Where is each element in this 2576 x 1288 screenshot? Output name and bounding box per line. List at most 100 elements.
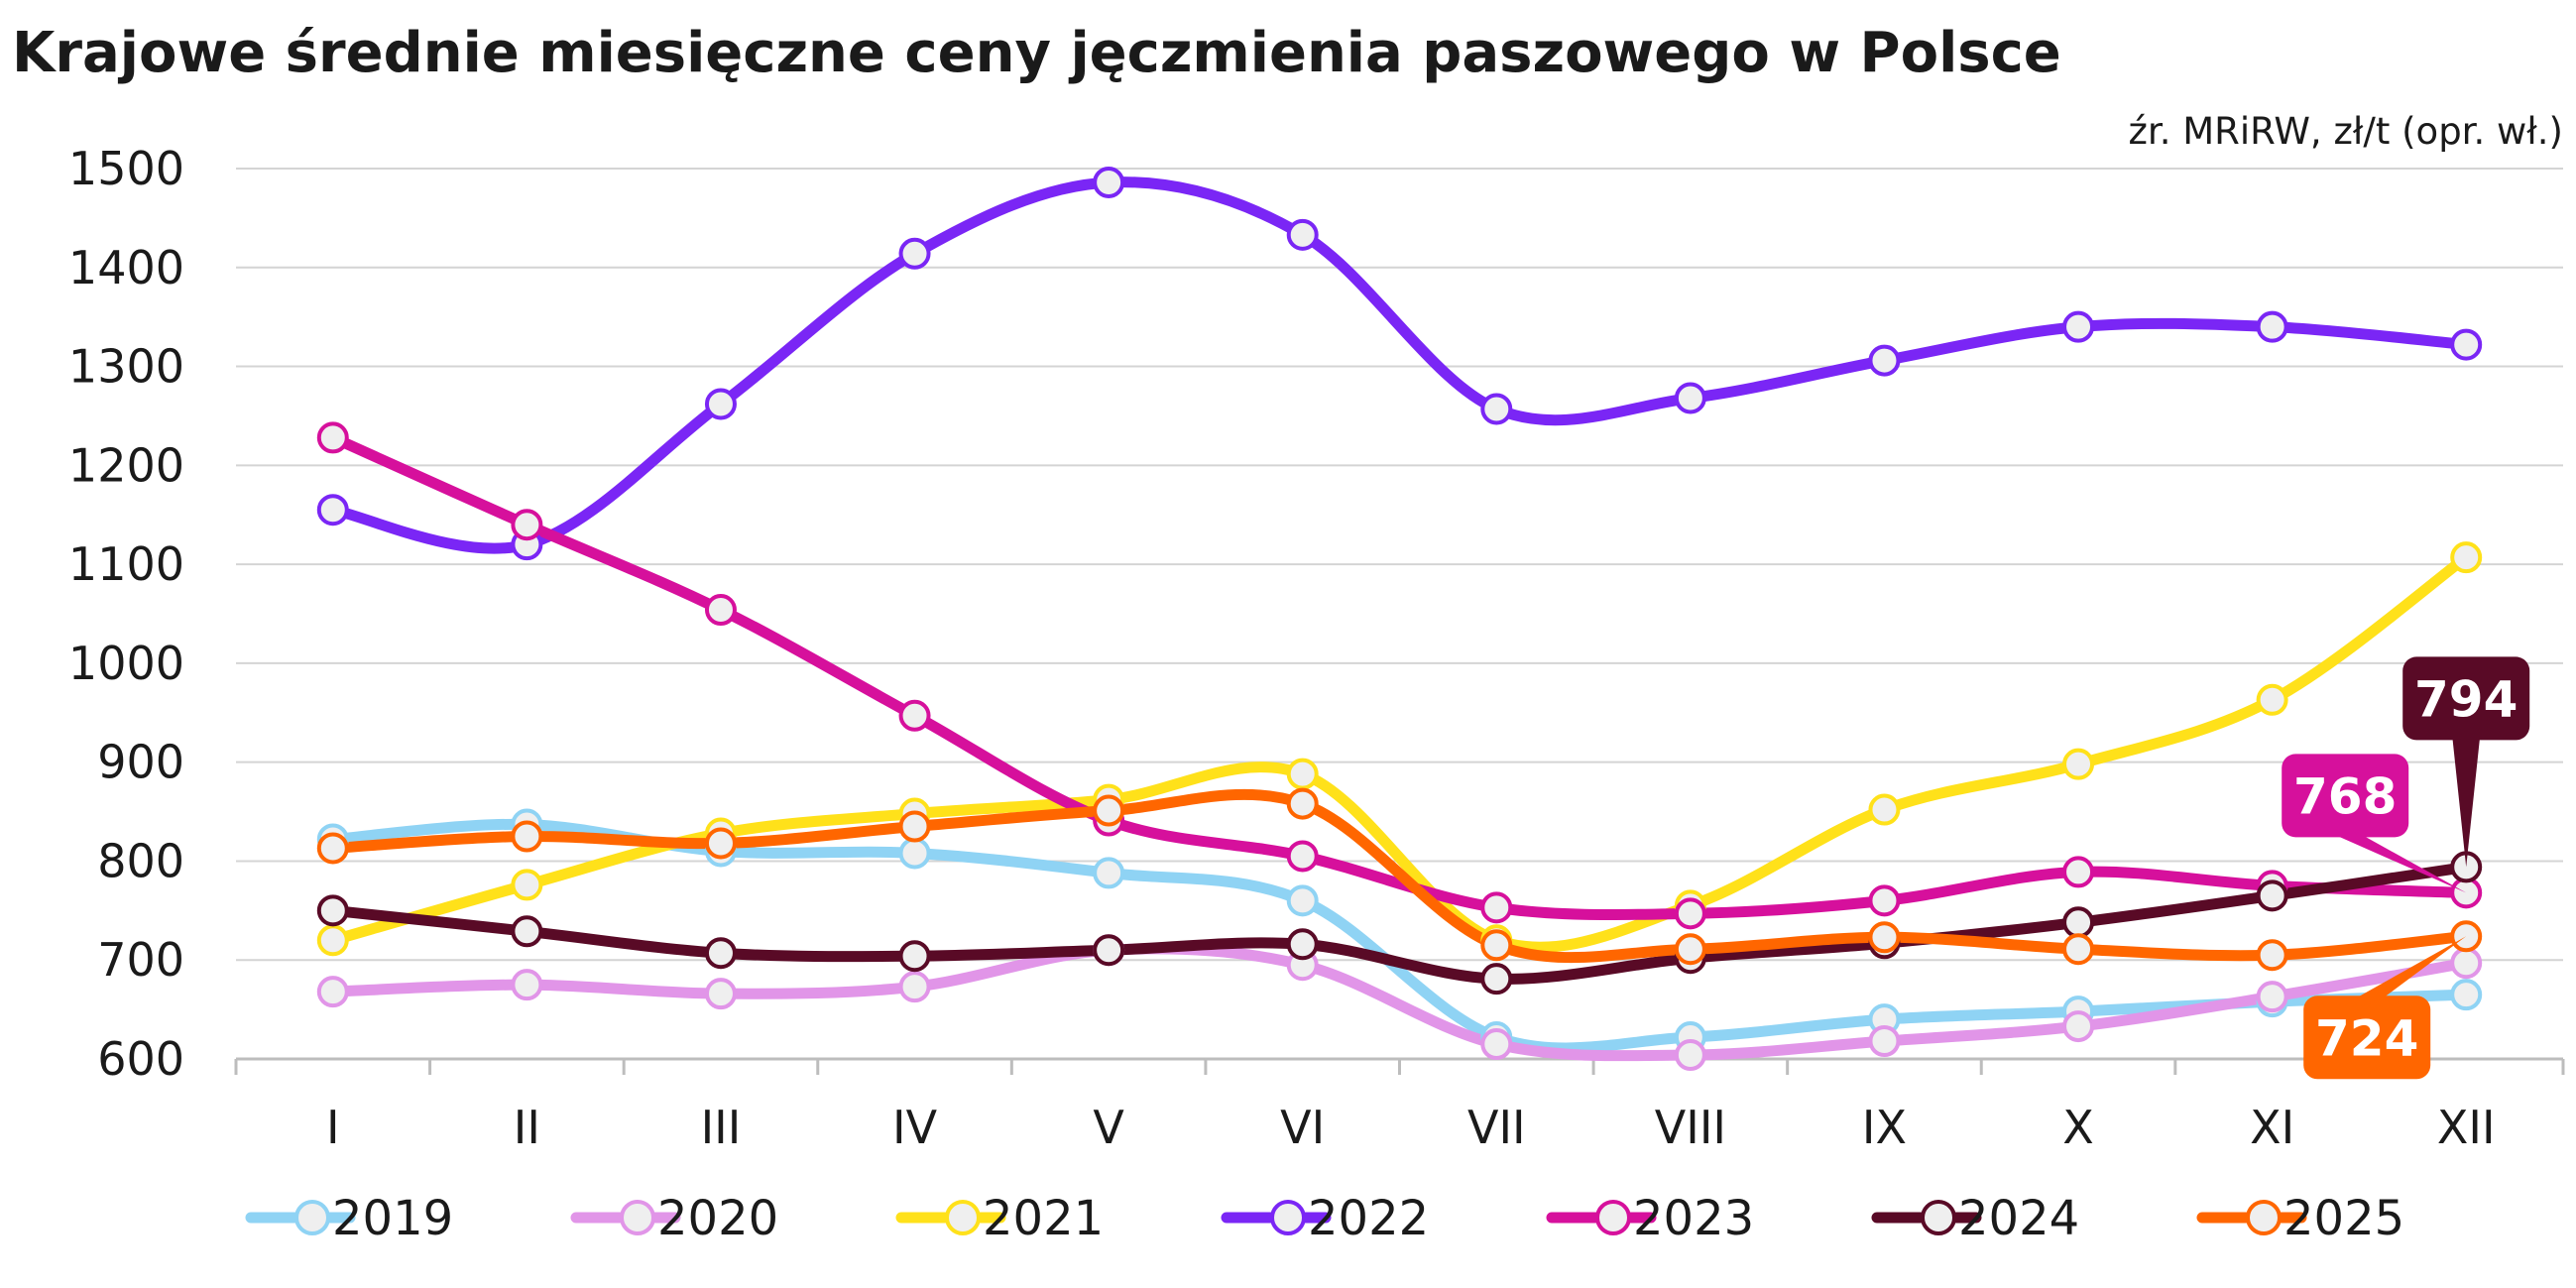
y-tick-label: 700 <box>97 933 184 987</box>
data-point-2021 <box>511 869 543 901</box>
y-tick-label: 1200 <box>68 438 184 492</box>
callout-2023: 768 <box>2282 754 2467 893</box>
x-tick-label: IV <box>892 1101 938 1154</box>
y-tick-label: 1400 <box>68 241 184 294</box>
data-point-2023 <box>704 594 737 627</box>
data-point-2025 <box>316 832 349 865</box>
data-point-2025 <box>2062 933 2095 966</box>
data-point-2022 <box>1286 218 1319 251</box>
data-point-2024 <box>2256 879 2288 912</box>
data-point-2023 <box>316 421 349 454</box>
data-point-2022 <box>898 237 931 270</box>
data-point-2019 <box>898 837 931 870</box>
grid-lines <box>236 168 2563 1060</box>
series-line-2022 <box>327 176 2472 554</box>
data-point-2025 <box>1286 787 1319 820</box>
legend-item-2020: 2020 <box>570 1191 778 1246</box>
data-point-2024 <box>511 915 543 948</box>
legend-marker <box>294 1200 330 1235</box>
legend-marker <box>945 1200 981 1235</box>
data-point-2023 <box>1674 897 1706 930</box>
y-tick-label: 1100 <box>68 537 184 591</box>
data-point-2022 <box>2062 310 2095 343</box>
legend-item-2022: 2022 <box>1221 1191 1429 1246</box>
series-line-2021 <box>327 551 2472 953</box>
legend-label: 2025 <box>2283 1191 2404 1246</box>
data-point-2023 <box>898 699 931 732</box>
legend-marker <box>1921 1200 1956 1235</box>
y-tick-label: 1000 <box>68 637 184 690</box>
data-point-2025 <box>1868 921 1901 954</box>
legend-item-2023: 2023 <box>1546 1191 1754 1246</box>
source-note: źr. MRiRW, zł/t (opr. wł.) <box>2128 110 2563 153</box>
data-point-2022 <box>1674 382 1706 414</box>
x-tick-label: VI <box>1280 1101 1325 1154</box>
data-point-2020 <box>1480 1028 1513 1061</box>
data-point-2020 <box>1674 1039 1706 1072</box>
data-point-2020 <box>704 978 737 1010</box>
x-tick-label: VIII <box>1655 1101 1726 1154</box>
data-point-2019 <box>1286 884 1319 917</box>
data-point-2024 <box>1286 928 1319 961</box>
data-point-2019 <box>2450 979 2483 1011</box>
legend-label: 2023 <box>1633 1191 1754 1246</box>
data-point-2022 <box>704 388 737 420</box>
legend-marker <box>2246 1200 2282 1235</box>
data-point-2023 <box>1480 891 1513 924</box>
data-point-2023 <box>1286 840 1319 873</box>
data-point-2023 <box>1868 884 1901 917</box>
x-tick-label: I <box>326 1101 340 1154</box>
callout-box <box>2282 754 2409 838</box>
data-point-2021 <box>316 924 349 957</box>
series-lines <box>327 176 2472 1062</box>
data-point-2025 <box>2256 939 2288 972</box>
data-point-2022 <box>2256 310 2288 343</box>
callout-pointer <box>2353 936 2467 1000</box>
x-tick-label: XI <box>2250 1101 2294 1154</box>
data-point-2020 <box>511 969 543 1001</box>
x-tick-label: III <box>701 1101 742 1154</box>
x-tick-label: VII <box>1467 1101 1526 1154</box>
data-point-2022 <box>1093 166 1125 198</box>
data-point-2020 <box>1868 1025 1901 1058</box>
legend-label: 2020 <box>657 1191 778 1246</box>
x-axis: I II III IV V VI VII VIII IX X XI XII <box>234 1057 2565 1154</box>
x-tick-label: V <box>1093 1101 1124 1154</box>
data-point-2024 <box>2062 906 2095 939</box>
legend-marker <box>620 1200 655 1235</box>
legend: 2019 2020 2021 2022 2023 2024 2025 <box>245 1191 2404 1246</box>
data-point-2022 <box>2450 328 2483 361</box>
data-point-2020 <box>2450 947 2483 980</box>
data-point-2021 <box>1286 758 1319 790</box>
data-point-2022 <box>316 494 349 527</box>
legend-label: 2022 <box>1308 1191 1429 1246</box>
y-tick-label: 800 <box>97 834 184 887</box>
data-point-2021 <box>2256 683 2288 716</box>
x-tick-label: IX <box>1862 1101 1907 1154</box>
x-tick-label: XII <box>2437 1101 2496 1154</box>
y-tick-label: 900 <box>97 736 184 789</box>
data-point-2020 <box>2256 981 2288 1013</box>
legend-marker <box>1595 1200 1631 1235</box>
data-point-2024 <box>898 940 931 973</box>
legend-item-2025: 2025 <box>2196 1191 2404 1246</box>
data-point-2022 <box>1480 393 1513 425</box>
callout-pointer <box>2331 833 2467 893</box>
data-point-2024 <box>1480 963 1513 995</box>
series-points <box>316 166 2483 1072</box>
data-point-2024 <box>704 937 737 970</box>
series-line-2024 <box>327 861 2472 985</box>
callout-label: 794 <box>2414 670 2517 728</box>
callout-pointer <box>2452 736 2481 868</box>
callout-2024: 794 <box>2402 656 2530 868</box>
data-point-2024 <box>316 894 349 927</box>
legend-label: 2021 <box>983 1191 1104 1246</box>
y-tick-label: 600 <box>97 1032 184 1086</box>
x-tick-label: X <box>2062 1101 2094 1154</box>
y-tick-label: 1500 <box>68 142 184 195</box>
y-axis: 600 700 800 900 1000 1100 1200 1300 1400 1500 <box>68 142 184 1086</box>
data-point-2021 <box>2062 748 2095 780</box>
chart-title: Krajowe średnie miesięczne ceny jęczmien… <box>12 21 2061 85</box>
callout-box <box>2402 656 2530 741</box>
legend-label: 2019 <box>332 1191 453 1246</box>
